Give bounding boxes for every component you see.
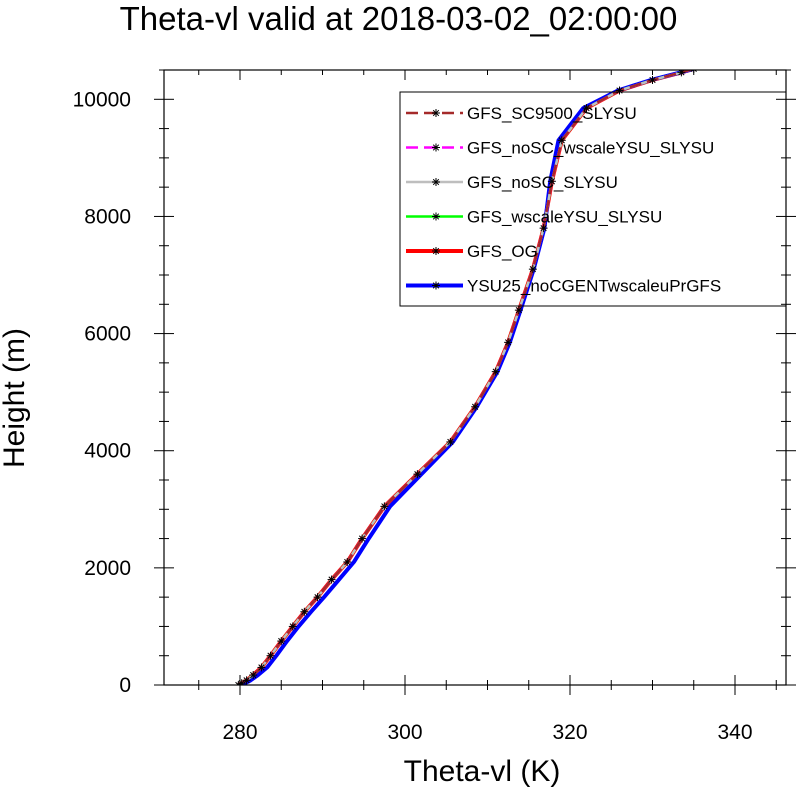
legend-label: GFS_OG bbox=[467, 242, 538, 261]
y-tick-label: 6000 bbox=[84, 323, 131, 346]
data-point-marker bbox=[547, 177, 556, 186]
x-tick-label: 340 bbox=[717, 721, 752, 744]
data-point-marker bbox=[471, 402, 480, 411]
y-tick-label: 10000 bbox=[73, 88, 131, 111]
legend-label: YSU25_noCGENTwscaleuPrGFS bbox=[467, 277, 721, 296]
legend-item: GFS_noSC_SLYSU bbox=[406, 173, 618, 192]
legend-marker bbox=[432, 212, 440, 221]
data-point-marker bbox=[539, 224, 548, 233]
data-point-marker bbox=[249, 671, 258, 680]
x-axis-label: Theta-vl (K) bbox=[403, 755, 561, 788]
series-line-5 bbox=[239, 70, 695, 685]
data-point-marker bbox=[242, 676, 251, 685]
y-tick-label: 0 bbox=[119, 674, 131, 697]
plot-lines bbox=[234, 70, 697, 685]
plot-border bbox=[163, 69, 787, 686]
data-point-marker bbox=[446, 437, 455, 446]
legend-item: YSU25_noCGENTwscaleuPrGFS bbox=[406, 277, 721, 296]
data-point-marker bbox=[358, 534, 367, 543]
legend-marker bbox=[432, 143, 440, 152]
legend-item: GFS_OG bbox=[406, 242, 538, 261]
legend-box bbox=[399, 91, 787, 307]
y-tick-label: 8000 bbox=[84, 205, 131, 228]
x-tick-label: 280 bbox=[222, 721, 257, 744]
x-tick-label: 320 bbox=[552, 721, 587, 744]
legend-label: GFS_noSC_SLYSU bbox=[467, 173, 618, 192]
legend-marker bbox=[432, 178, 440, 186]
legend: GFS_SC9500_SLYSU GFS_noSC_wscaleYSU_SLYSU… bbox=[399, 91, 787, 307]
data-point-marker bbox=[277, 637, 286, 646]
data-point-marker bbox=[257, 663, 266, 672]
legend-marker bbox=[432, 109, 440, 117]
legend-item: GFS_noSC_wscaleYSU_SLYSU bbox=[406, 139, 714, 158]
data-point-marker bbox=[504, 338, 513, 347]
y-axis-label: Height (m) bbox=[0, 327, 31, 469]
data-point-marker bbox=[288, 622, 297, 631]
legend-item: GFS_SC9500_SLYSU bbox=[406, 104, 637, 123]
data-point-marker bbox=[582, 104, 591, 113]
data-point-marker bbox=[528, 265, 537, 274]
data-point-marker bbox=[380, 502, 389, 511]
data-point-marker bbox=[491, 367, 500, 376]
legend-label: GFS_wscaleYSU_SLYSU bbox=[467, 208, 662, 227]
y-tick-label: 2000 bbox=[84, 557, 131, 580]
data-point-marker bbox=[266, 651, 275, 660]
data-point-marker bbox=[648, 75, 657, 84]
data-point-marker bbox=[514, 306, 523, 315]
axis-ticks: 280 300 320 340 0 2000 4000 6000 8000 10000 bbox=[73, 69, 796, 744]
x-tick-label: 300 bbox=[387, 721, 422, 744]
data-point-marker bbox=[313, 593, 322, 602]
legend-marker bbox=[432, 247, 440, 255]
data-point-marker bbox=[343, 558, 352, 567]
legend-label: GFS_noSC_wscaleYSU_SLYSU bbox=[467, 139, 714, 158]
y-tick-label: 4000 bbox=[84, 440, 131, 463]
data-point-marker bbox=[413, 470, 422, 479]
data-point-marker bbox=[557, 136, 566, 145]
legend-marker bbox=[432, 281, 440, 290]
legend-item: GFS_wscaleYSU_SLYSU bbox=[406, 208, 662, 227]
legend-label: GFS_SC9500_SLYSU bbox=[467, 104, 637, 123]
plot-frame bbox=[163, 69, 787, 686]
data-point-marker bbox=[327, 575, 336, 584]
data-point-marker bbox=[300, 607, 309, 616]
chart-title: Theta-vl valid at 2018-03-02_02:00:00 bbox=[119, 0, 678, 37]
